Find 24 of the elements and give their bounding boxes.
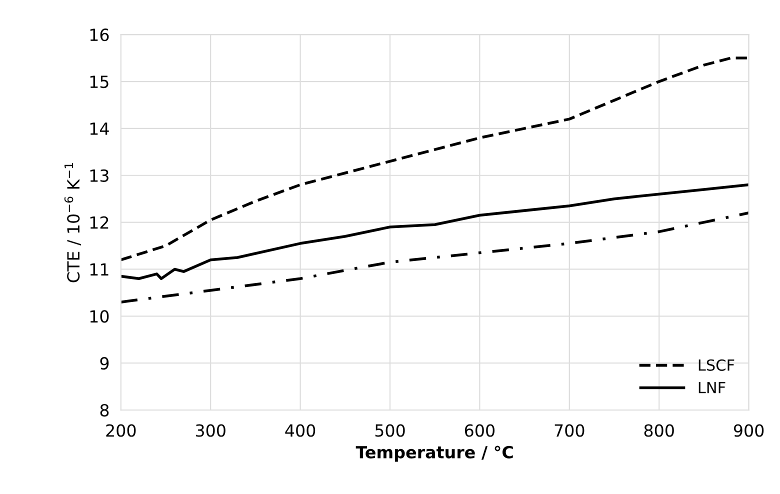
x-tick-label: 200 xyxy=(106,424,136,437)
x-tick-label: 400 xyxy=(285,424,316,437)
line-series xyxy=(120,212,749,304)
y-axis-title: CTE / 10$^{−6}$ K$^{−1}$ xyxy=(64,163,81,282)
y-tick-label: 12 xyxy=(90,216,108,229)
y-tick-label: 14 xyxy=(90,122,109,135)
line-series xyxy=(120,183,749,280)
x-tick-label: 300 xyxy=(196,424,226,437)
x-tick-label: 700 xyxy=(554,424,584,437)
y-tick-label: 13 xyxy=(90,169,108,182)
legend-label: LNF xyxy=(698,382,726,394)
y-tick-label: 9 xyxy=(100,357,109,370)
line-series xyxy=(120,56,749,262)
x-tick-label: 800 xyxy=(644,424,674,437)
y-tick-label: 11 xyxy=(90,263,108,276)
y-tick-label: 8 xyxy=(100,404,109,417)
x-axis-title: Temperature / °C xyxy=(356,446,513,462)
x-tick-label: 600 xyxy=(464,424,494,437)
y-tick-label: 16 xyxy=(90,28,109,42)
y-tick-label: 15 xyxy=(90,76,108,88)
x-tick-label: 500 xyxy=(375,424,405,437)
legend-label: LSCF xyxy=(698,359,734,371)
x-tick-label: 900 xyxy=(734,424,764,437)
y-tick-label: 10 xyxy=(90,310,109,323)
